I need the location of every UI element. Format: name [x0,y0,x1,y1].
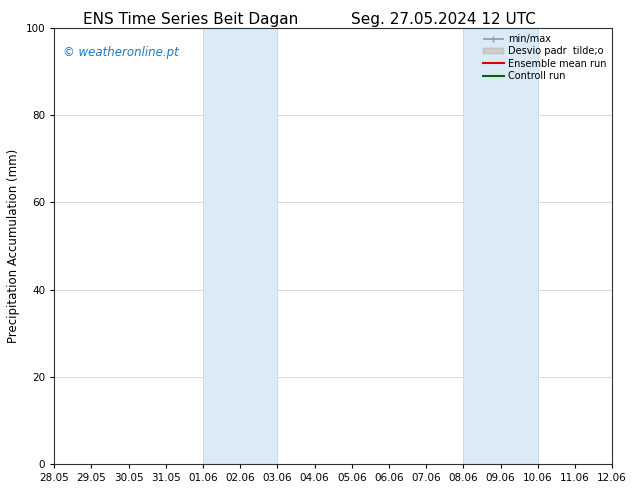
Text: ENS Time Series Beit Dagan: ENS Time Series Beit Dagan [82,12,298,27]
Text: © weatheronline.pt: © weatheronline.pt [63,46,178,58]
Text: Seg. 27.05.2024 12 UTC: Seg. 27.05.2024 12 UTC [351,12,536,27]
Bar [203,28,277,464]
Y-axis label: Precipitation Accumulation (mm): Precipitation Accumulation (mm) [7,149,20,343]
Legend: min/max, Desvio padr  tilde;o, Ensemble mean run, Controll run: min/max, Desvio padr tilde;o, Ensemble m… [480,31,609,84]
Bar [463,28,538,464]
